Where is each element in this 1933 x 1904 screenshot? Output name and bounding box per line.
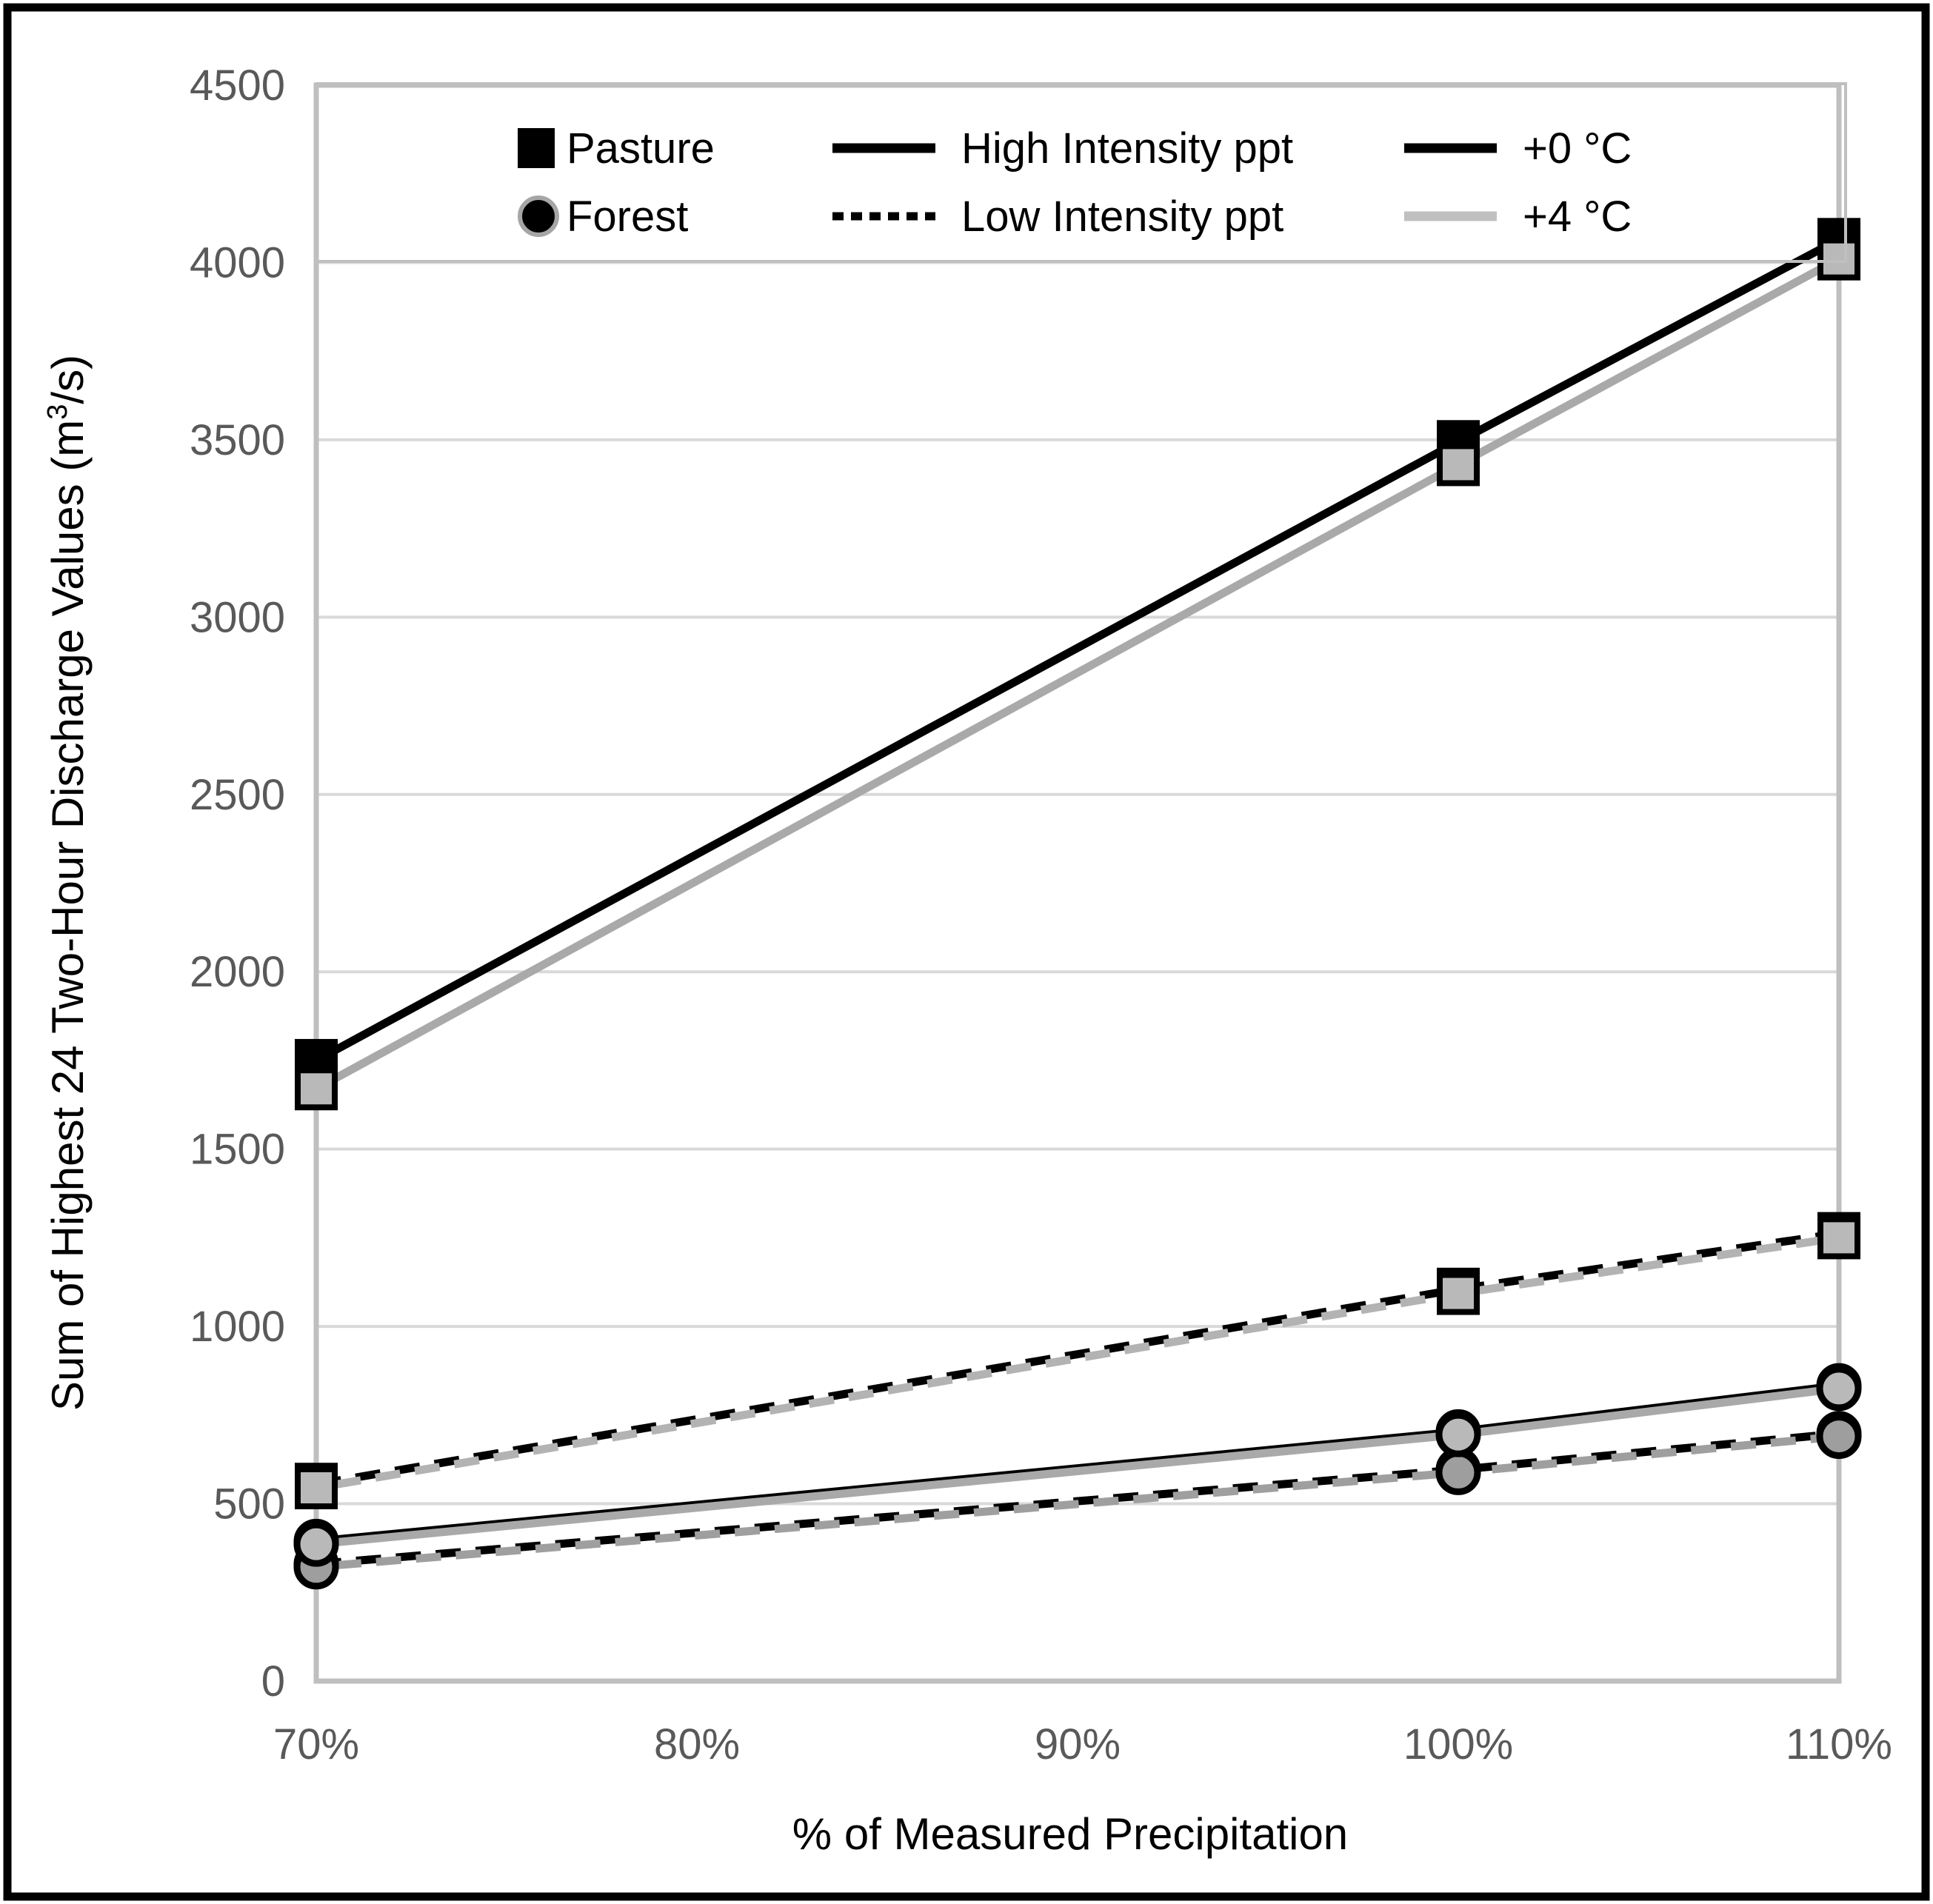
data-point-pasture-low-4-70pct [295, 1466, 338, 1510]
data-point-forest-low-4-100pct [1435, 1449, 1481, 1495]
data-point-pasture-high-4-100pct [1437, 443, 1480, 487]
legend-label-dashed-intensity: Low Intensity ppt [961, 193, 1283, 241]
data-point-pasture-high-4-110pct [1817, 237, 1860, 281]
series-line-pasture-low-0 [316, 1229, 1840, 1489]
y-tick-label-1000: 1000 [190, 1303, 285, 1351]
x-tick-label-110%: 110% [1786, 1720, 1892, 1768]
y-tick-label-2500: 2500 [190, 771, 285, 819]
y-tick-label-1500: 1500 [190, 1126, 285, 1174]
legend-label-temp-0: +0 °C [1523, 124, 1632, 173]
legend-circle-marker [518, 196, 559, 237]
legend-label-pasture: Pasture [567, 124, 715, 173]
y-tick-label-500: 500 [213, 1480, 285, 1529]
y-axis-title: Sum of Highest 24 Two-Hour Discharge Val… [42, 355, 93, 1411]
y-tick-label-2000: 2000 [190, 948, 285, 996]
legend-label-forest: Forest [567, 193, 688, 241]
data-point-forest-high-4-70pct [293, 1521, 339, 1567]
legend-box [316, 82, 1847, 263]
data-point-forest-low-4-110pct [1816, 1414, 1862, 1460]
data-point-forest-high-4-100pct [1435, 1412, 1481, 1457]
data-point-pasture-high-4-70pct [295, 1067, 338, 1111]
y-tick-label-0: 0 [261, 1657, 285, 1706]
y-tick-label-4500: 4500 [190, 61, 285, 110]
y-tick-label-3500: 3500 [190, 416, 285, 464]
x-tick-label-80%: 80% [654, 1720, 740, 1768]
x-tick-label-90%: 90% [1035, 1720, 1121, 1768]
legend-label-temp-1: +4 °C [1523, 193, 1632, 241]
data-point-forest-high-4-110pct [1816, 1366, 1862, 1412]
x-tick-label-100%: 100% [1403, 1720, 1513, 1768]
legend-label-solid-intensity: High Intensity ppt [961, 124, 1293, 173]
x-axis-title: % of Measured Precipitation [792, 1809, 1348, 1859]
data-point-pasture-low-4-100pct [1437, 1272, 1480, 1315]
legend-square-marker [518, 128, 555, 168]
data-point-pasture-low-4-110pct [1817, 1216, 1860, 1260]
x-tick-label-70%: 70% [273, 1720, 359, 1768]
y-tick-label-4000: 4000 [190, 238, 285, 287]
outer-frame [3, 3, 1930, 1901]
y-tick-label-3000: 3000 [190, 593, 285, 641]
